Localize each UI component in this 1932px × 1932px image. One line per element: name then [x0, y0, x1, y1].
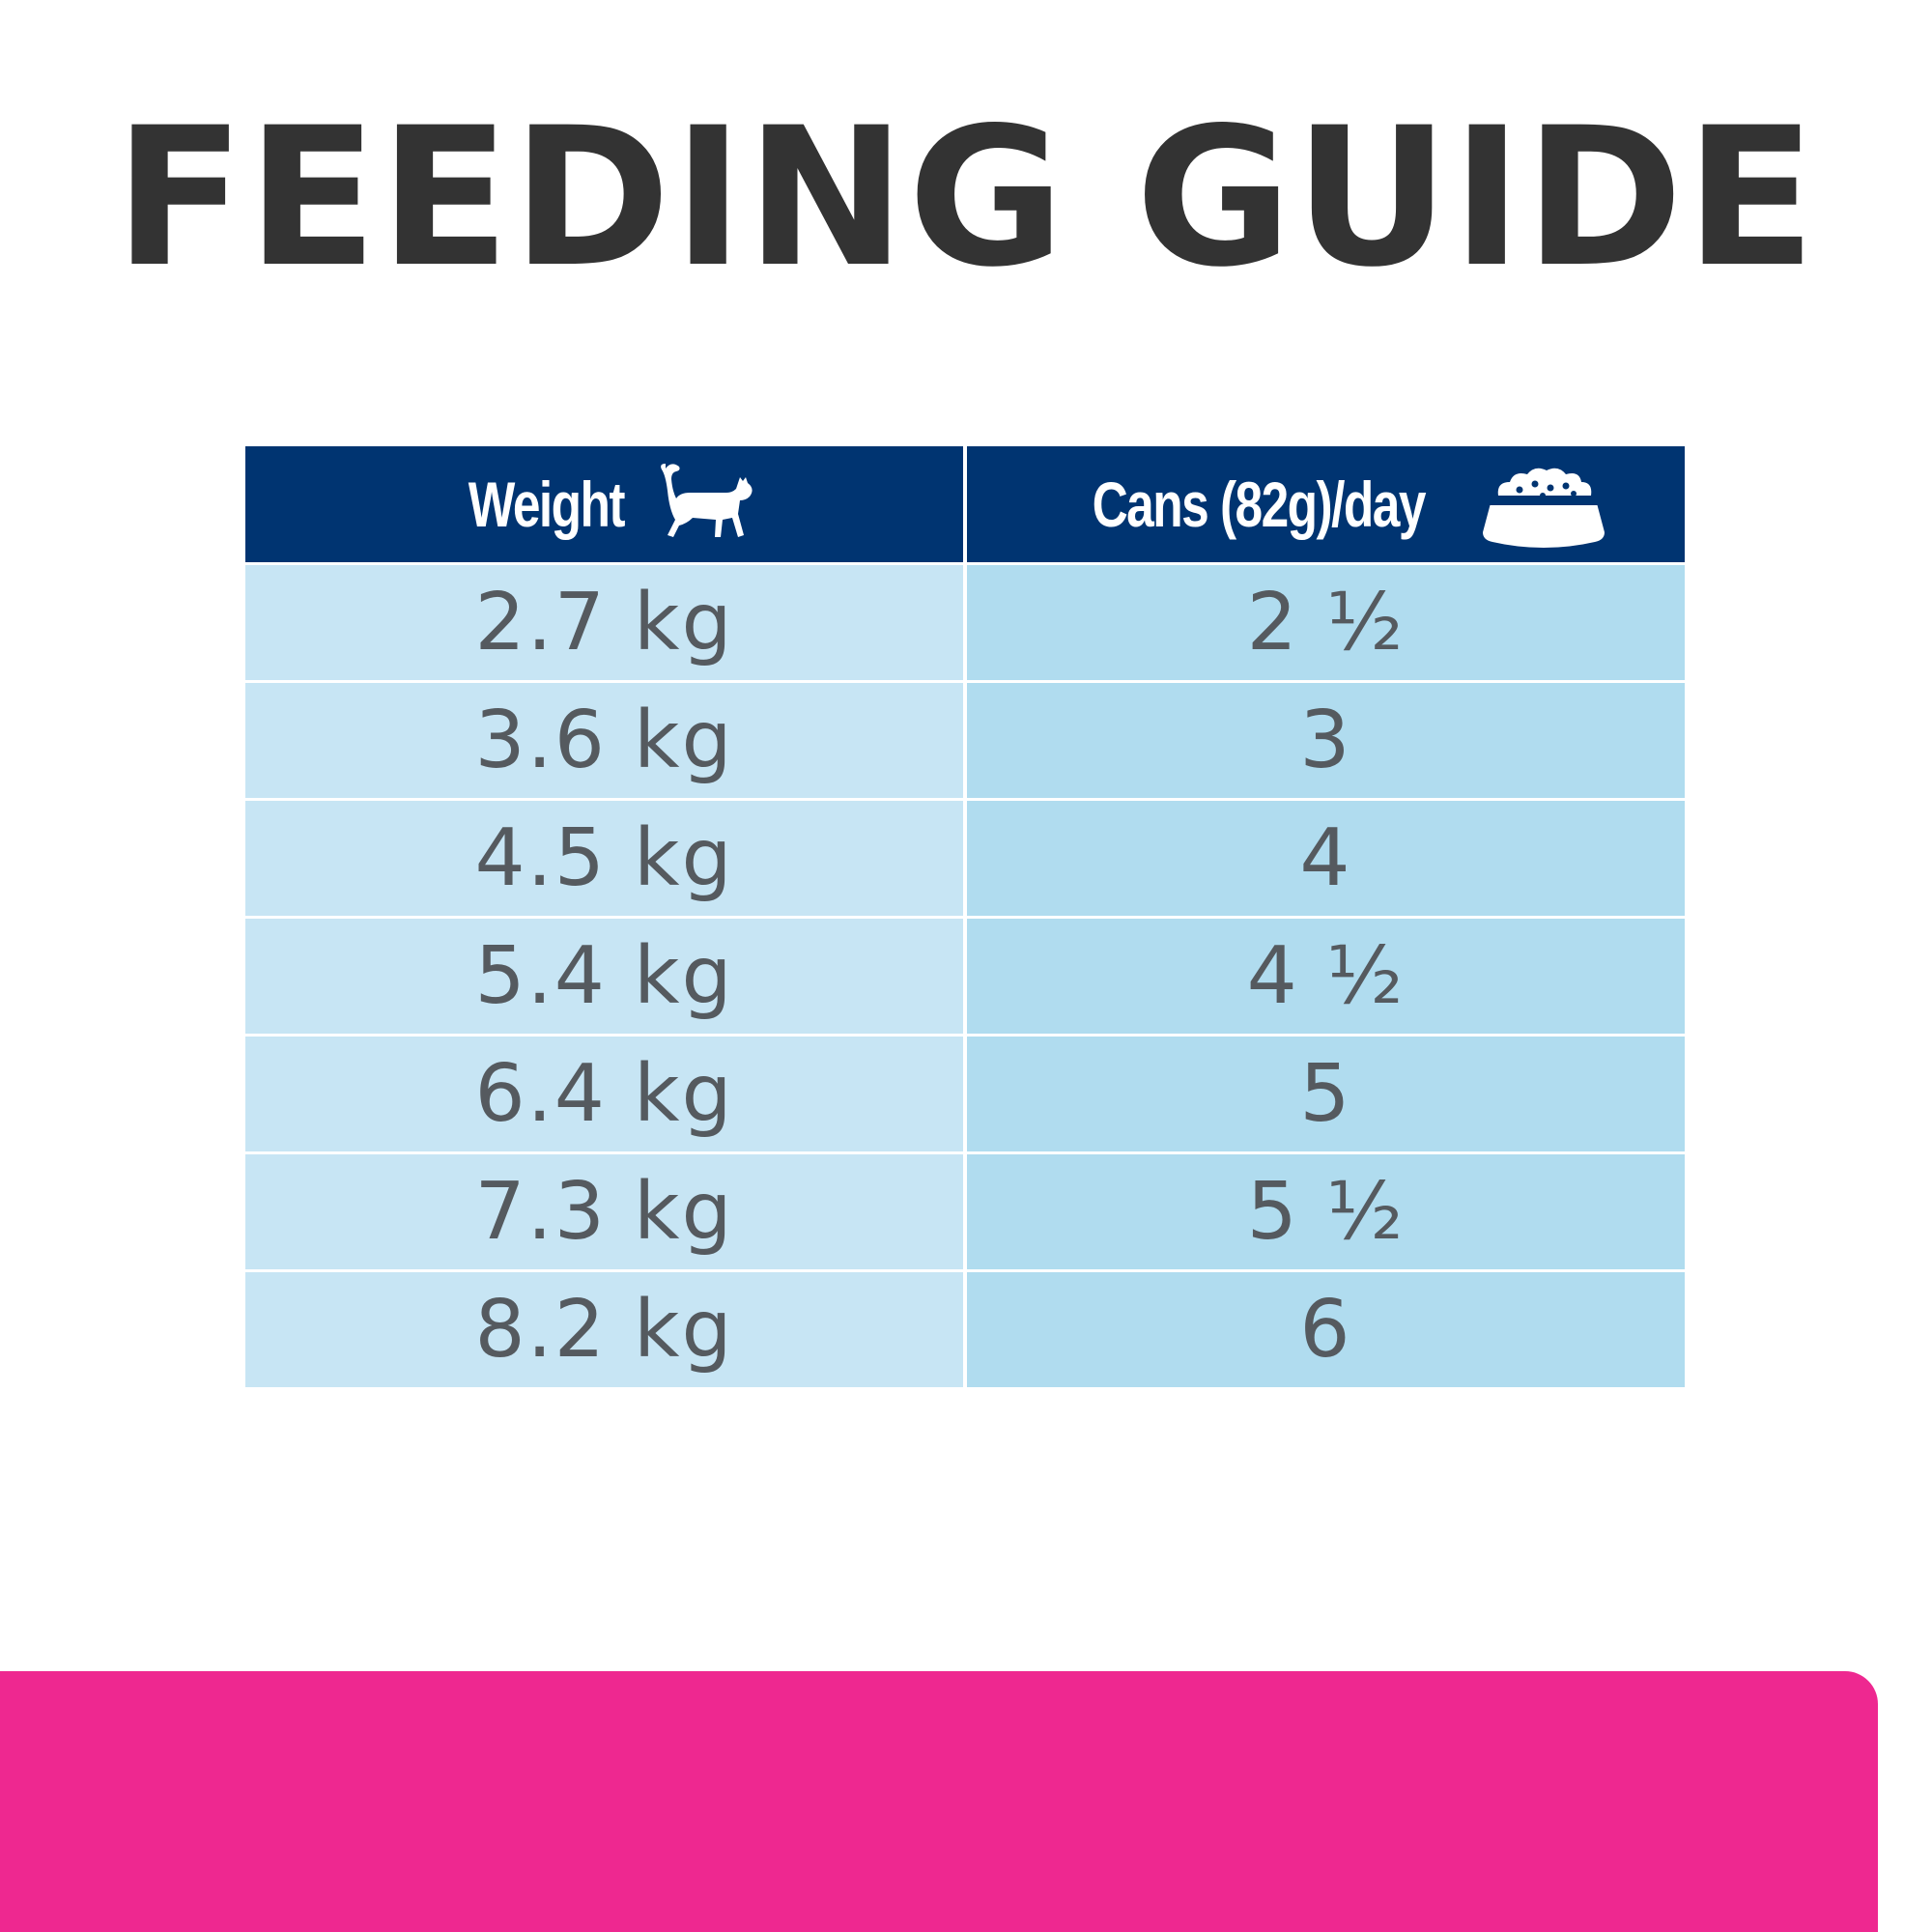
food-bowl-icon — [1483, 468, 1605, 548]
cans-cell: 4 ½ — [967, 919, 1685, 1034]
table-row: 6.4 kg 5 — [245, 1037, 1685, 1151]
cans-cell: 5 ½ — [967, 1154, 1685, 1269]
weight-cell: 2.7 kg — [245, 565, 963, 680]
weight-cell: 5.4 kg — [245, 919, 963, 1034]
table-row: 2.7 kg 2 ½ — [245, 565, 1685, 680]
weight-cell: 6.4 kg — [245, 1037, 963, 1151]
feeding-table: Weight Cans (82g)/day — [245, 446, 1685, 1387]
cans-cell: 3 — [967, 683, 1685, 798]
table-row: 4.5 kg 4 — [245, 801, 1685, 916]
table-row: 7.3 kg 5 ½ — [245, 1154, 1685, 1269]
weight-header-label: Weight — [468, 469, 626, 540]
pink-band — [0, 1671, 1878, 1932]
weight-cell: 8.2 kg — [245, 1272, 963, 1387]
cans-cell: 2 ½ — [967, 565, 1685, 680]
table-row: 3.6 kg 3 — [245, 683, 1685, 798]
cat-icon — [660, 464, 753, 537]
cans-cell: 5 — [967, 1037, 1685, 1151]
table-header: Weight Cans (82g)/day — [245, 446, 1685, 562]
weight-cell: 7.3 kg — [245, 1154, 963, 1269]
cans-header: Cans (82g)/day — [967, 446, 1685, 562]
cans-cell: 6 — [967, 1272, 1685, 1387]
weight-cell: 3.6 kg — [245, 683, 963, 798]
cans-cell: 4 — [967, 801, 1685, 916]
weight-cell: 4.5 kg — [245, 801, 963, 916]
page-title: FEEDING GUIDE — [114, 86, 1818, 309]
weight-header: Weight — [245, 446, 963, 562]
cans-header-label: Cans (82g)/day — [1092, 469, 1426, 540]
table-row: 5.4 kg 4 ½ — [245, 919, 1685, 1034]
table-row: 8.2 kg 6 — [245, 1272, 1685, 1387]
table-body: 2.7 kg 2 ½ 3.6 kg 3 4.5 kg 4 5.4 kg 4 ½ 6.4 kg 5 7… — [245, 565, 1685, 1387]
